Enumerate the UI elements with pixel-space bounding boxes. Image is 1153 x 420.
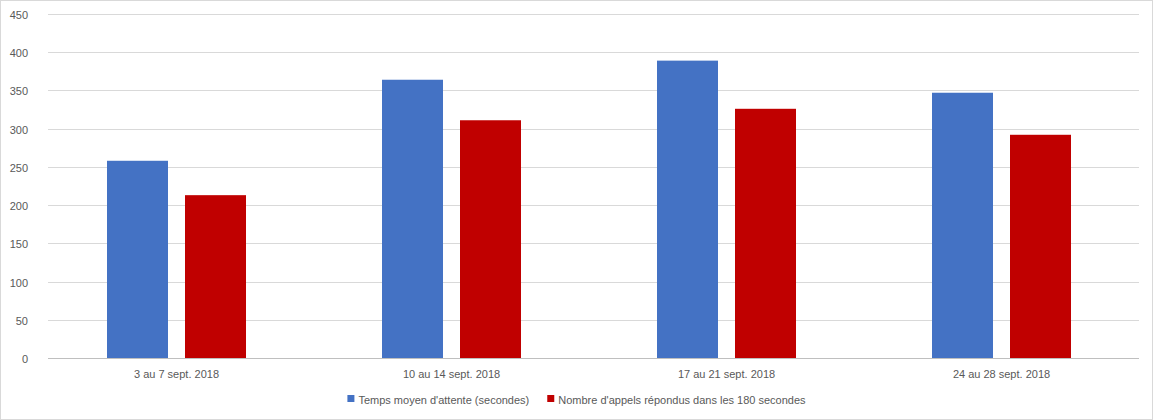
y-tick-label: 250 (10, 162, 28, 174)
chart-container: 0 50 100 150 200 250 300 350 400 450 3 au 7 sept. … (0, 0, 1153, 420)
bar (1010, 135, 1071, 358)
y-tick-label: 150 (10, 238, 28, 250)
bar (735, 109, 796, 358)
bar (657, 61, 718, 358)
grid-line (48, 14, 1139, 15)
bar (382, 80, 443, 358)
grid-line (48, 358, 1139, 359)
y-tick-label: 200 (10, 200, 28, 212)
grid-line (48, 52, 1139, 53)
x-tick-label: 24 au 28 sept. 2018 (953, 368, 1050, 380)
x-tick-label: 3 au 7 sept. 2018 (134, 368, 219, 380)
legend-label: Temps moyen d'attente (secondes) (358, 394, 529, 406)
legend-label: Nombre d'appels répondus dans les 180 se… (558, 394, 806, 406)
legend: Temps moyen d'attente (secondes) Nombre d… (347, 394, 806, 406)
bars (107, 61, 1071, 358)
bar (185, 195, 246, 358)
y-tick-label: 450 (10, 9, 28, 21)
chart-frame (1, 1, 1153, 420)
x-axis-line (48, 358, 1139, 359)
x-tick-label: 10 au 14 sept. 2018 (403, 368, 500, 380)
legend-swatch (347, 395, 354, 402)
chart: 0 50 100 150 200 250 300 350 400 450 3 au 7 sept. … (0, 0, 1153, 420)
bar (460, 120, 521, 358)
grid-line (48, 90, 1139, 91)
x-tick-label: 17 au 21 sept. 2018 (678, 368, 775, 380)
y-tick-label: 400 (10, 47, 28, 59)
grid (48, 15, 1139, 359)
bar (107, 161, 168, 358)
y-tick-label: 300 (10, 124, 28, 136)
bar (932, 93, 993, 358)
y-tick-label: 50 (16, 315, 28, 327)
legend-swatch (547, 395, 554, 402)
y-tick-label: 0 (22, 353, 28, 365)
y-tick-label: 100 (10, 277, 28, 289)
y-tick-label: 350 (10, 85, 28, 97)
